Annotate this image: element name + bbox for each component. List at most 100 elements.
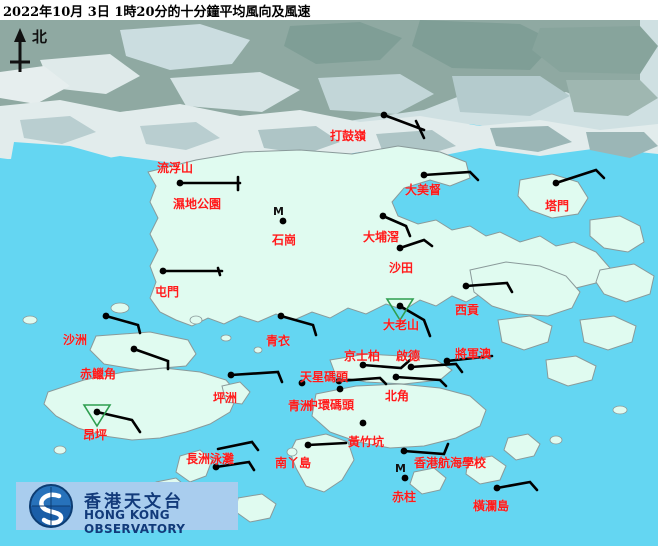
station-marker-dot[interactable] (443, 357, 451, 365)
title-bar: 2022年10月 3日 1時20分的十分鐘平均風向及風速 (0, 0, 658, 20)
station-marker-dot[interactable] (93, 408, 101, 416)
station-marker-triangle (385, 298, 415, 322)
station-m-indicator: M (273, 205, 284, 218)
station-label[interactable]: 濕地公園 (173, 197, 222, 211)
station-marker-dot[interactable] (380, 111, 388, 119)
station-marker-triangle (82, 404, 112, 428)
station-marker-dot[interactable] (277, 312, 285, 320)
wind-barb (394, 375, 448, 388)
wind-barb (178, 175, 242, 192)
station-marker-dot[interactable] (159, 267, 167, 275)
wind-barb (337, 376, 388, 386)
wind-barb (95, 410, 142, 434)
hko-logo: 香港天文台 HONG KONG OBSERVATORY (16, 482, 238, 536)
station-label[interactable]: 啟德 (396, 349, 421, 363)
wind-barb (132, 347, 170, 371)
wind-barb (398, 304, 432, 338)
station-label[interactable]: 昂坪 (83, 428, 108, 442)
islets (22, 302, 628, 457)
station-marker-dot[interactable] (102, 312, 110, 320)
wind-barb (279, 314, 318, 337)
wind-barb (214, 460, 256, 472)
station-label[interactable]: 黃竹坑 (348, 435, 385, 449)
north-label: 北 (32, 28, 48, 46)
wind-barb (216, 440, 260, 452)
station-label[interactable]: 赤柱 (392, 490, 417, 504)
page-title: 2022年10月 3日 1時20分的十分鐘平均風向及風速 (3, 5, 311, 20)
wind-barb (382, 113, 426, 140)
station-marker-dot[interactable] (130, 345, 138, 353)
station-label[interactable]: 京士柏 (344, 349, 381, 363)
wind-barb (381, 214, 412, 238)
wind-barb (361, 358, 412, 370)
station-label[interactable]: 青衣 (266, 334, 291, 348)
station-marker-dot[interactable] (462, 282, 470, 290)
north-arrow-icon: 北 (6, 22, 66, 82)
station-label[interactable]: 南丫島 (275, 456, 312, 470)
station-label[interactable]: 流浮山 (157, 161, 194, 175)
station-label[interactable]: 沙田 (389, 261, 414, 275)
station-marker-dot[interactable] (298, 379, 306, 387)
station-marker-dot[interactable] (396, 302, 404, 310)
wind-barb (306, 441, 348, 447)
station-marker-dot[interactable] (212, 463, 220, 471)
station-label[interactable]: 赤鱲角 (80, 367, 117, 381)
station-m-indicator: M (395, 462, 406, 475)
station-marker-dot[interactable] (176, 179, 184, 187)
station-marker-layer (82, 111, 560, 492)
wind-barb (445, 354, 494, 363)
wind-barb (229, 370, 284, 384)
station-label[interactable]: 北角 (385, 389, 410, 403)
station-marker-dot[interactable] (552, 179, 560, 187)
station-marker-dot[interactable] (359, 361, 367, 369)
station-marker-dot[interactable] (227, 371, 235, 379)
station-marker-dot[interactable] (392, 373, 400, 381)
wind-barb (464, 281, 514, 294)
station-marker-dot[interactable] (400, 447, 408, 455)
map-canvas[interactable]: 北 打鼓嶺流浮山濕地公園 M 石崗 大美督塔門大埔滘沙田屯門西貢沙洲 青衣 大老山赤鱲角 京… (0, 20, 658, 546)
station-label[interactable]: 坪洲 (213, 391, 238, 405)
wind-barb (398, 238, 434, 250)
station-marker-dot[interactable] (401, 474, 409, 482)
wind-barb (402, 442, 450, 456)
station-marker-dot[interactable] (396, 244, 404, 252)
station-marker-dot[interactable] (336, 385, 344, 393)
station-marker-dot[interactable] (407, 363, 415, 371)
station-label[interactable]: 天星碼頭 (300, 370, 349, 384)
station-label[interactable]: 青洲 (288, 399, 313, 413)
station-label[interactable]: 大埔滘 (363, 230, 400, 244)
map-graphics (0, 20, 658, 546)
wind-barb (409, 362, 464, 374)
logo-name-cn: 香港天文台 (84, 492, 184, 512)
station-label[interactable]: 打鼓嶺 (330, 129, 367, 143)
station-label[interactable]: 將軍澳 (455, 347, 492, 361)
hk-landmasses (43, 145, 655, 523)
logo-name-en: HONG KONG OBSERVATORY (84, 508, 186, 536)
station-marker-dot[interactable] (335, 377, 343, 385)
deep-bay-water (8, 142, 168, 208)
station-label[interactable]: 橫瀾島 (473, 499, 510, 513)
station-label[interactable]: 屯門 (155, 285, 180, 299)
station-label[interactable]: 大美督 (405, 183, 442, 197)
station-label[interactable]: 沙洲 (63, 333, 88, 347)
station-label[interactable]: 香港航海學校 (414, 456, 487, 470)
station-label[interactable]: 長洲泳灘 (186, 452, 235, 466)
hko-swirl-logo-icon (29, 484, 73, 528)
station-marker-dot[interactable] (304, 441, 312, 449)
station-label[interactable]: 大老山 (383, 318, 420, 332)
station-marker-dot[interactable] (279, 217, 287, 225)
station-marker-dot[interactable] (359, 419, 367, 427)
wind-barb (495, 480, 539, 492)
wind-barb (422, 170, 480, 182)
wind-barb (554, 168, 606, 185)
wind-barb (161, 266, 224, 277)
station-label[interactable]: 中環碼頭 (306, 398, 355, 412)
station-marker-dot[interactable] (379, 212, 387, 220)
station-marker-dot[interactable] (420, 171, 428, 179)
station-marker-dot[interactable] (493, 484, 501, 492)
mainland-terrain (0, 20, 658, 166)
station-label[interactable]: 塔門 (545, 199, 570, 213)
station-label[interactable]: 西貢 (455, 303, 480, 317)
station-label[interactable]: 石崗 (272, 233, 297, 247)
